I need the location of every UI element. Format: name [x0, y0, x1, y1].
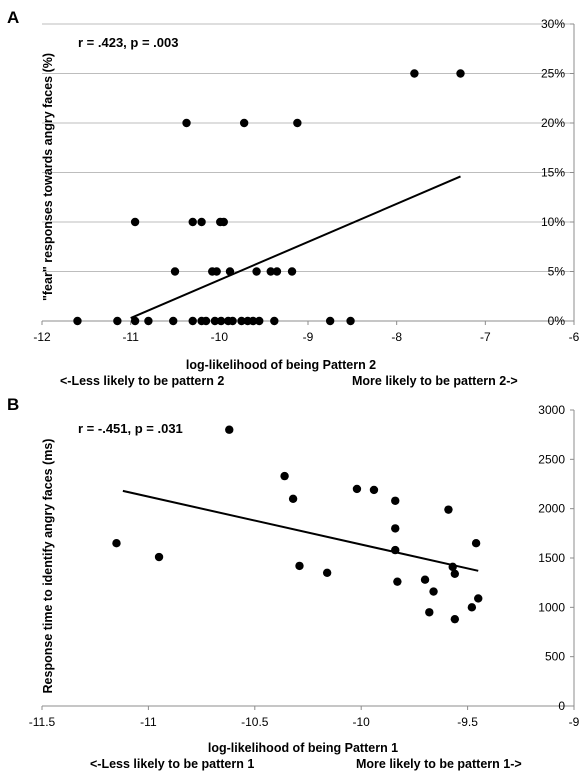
panel-a-data-point — [197, 217, 206, 227]
panel-a-x-tick-label: -12 — [33, 330, 51, 344]
panel-a-x-tick-label: -9 — [303, 330, 314, 344]
panel-b-data-point — [448, 562, 457, 572]
panel-a-x-axis-left-note: <-Less likely to be pattern 2 — [60, 374, 224, 388]
panel-b-y-tick-label: 2500 — [538, 452, 565, 466]
panel-b-data-point — [322, 568, 332, 577]
panel-a-data-point — [210, 316, 220, 326]
panel-b-data-point — [391, 524, 400, 533]
panel-b-data-point — [393, 577, 402, 586]
panel-b-data-point — [295, 561, 304, 571]
panel-a-data-point — [270, 316, 279, 326]
panel-a: A 0%5%10%15%20%25%30% -12 -11 -10 -9 -8 -7 -6 … — [7, 8, 580, 388]
panel-a-y-tick-label: 10% — [541, 215, 565, 229]
panel-a-data-point — [239, 118, 249, 128]
panel-a-x-tick-label: -11 — [122, 330, 139, 344]
panel-a-data-point — [188, 316, 197, 326]
panel-a-data-point — [170, 267, 180, 276]
panel-a-data-point — [73, 316, 82, 326]
panel-a-data-point — [144, 316, 153, 326]
panel-b-data-point — [154, 552, 164, 562]
panel-b-data-point — [444, 505, 453, 514]
panel-b-trendline — [122, 489, 479, 572]
panel-a-data-point — [456, 69, 465, 78]
panel-b-y-tick-label: 0 — [558, 699, 565, 713]
panel-b-data-point — [391, 496, 400, 505]
panel-a-x-tick-label: -7 — [480, 330, 491, 344]
panel-a-data-point — [293, 118, 302, 128]
panel-a-trendline — [130, 175, 461, 319]
panel-a-data-point — [255, 316, 264, 326]
panel-a-data-point — [216, 316, 226, 326]
panel-a-x-tick-label: -8 — [391, 330, 402, 344]
panel-a-x-axis-right-note: More likely to be pattern 2-> — [352, 374, 518, 388]
panel-a-data-point — [225, 267, 235, 276]
panel-a-data-point — [266, 267, 275, 276]
panel-b-y-tick-label: 1000 — [538, 600, 565, 614]
panel-b-x-tick-label: -11 — [140, 715, 157, 729]
panel-a-data-point — [130, 316, 140, 326]
panel-a-data-point — [113, 316, 122, 326]
panel-b-data-point — [288, 494, 298, 503]
panel-a-data-point — [272, 267, 282, 276]
panel-b-letter: B — [7, 395, 19, 414]
panel-b-data-point — [450, 569, 460, 578]
panel-a-data-point — [201, 316, 211, 326]
panel-b-data-point — [369, 485, 379, 495]
panel-b-y-tick-label: 3000 — [538, 403, 565, 417]
panel-b-data-point — [450, 614, 460, 624]
panel-a-data-point — [410, 69, 419, 78]
panel-a-x-tick-label: -6 — [569, 330, 580, 344]
panel-a-data-point — [212, 267, 221, 276]
panel-b-y-tick-label: 2000 — [538, 502, 565, 516]
panel-a-data-point — [219, 217, 228, 227]
panel-a-data-point — [188, 217, 197, 227]
panel-b-y-axis-label: Response time to identify angry faces (m… — [41, 439, 55, 694]
panel-b-data-point — [225, 425, 234, 434]
panel-b-x-tick-label: -9.5 — [457, 715, 478, 729]
panel-a-y-tick-label: 5% — [548, 265, 566, 279]
panel-b-x-axis-right-note: More likely to be pattern 1-> — [356, 757, 522, 771]
panel-a-y-tick-label: 20% — [541, 116, 565, 130]
panel-b-data-point — [352, 484, 362, 494]
panel-b-x-tick-label: -9 — [569, 715, 580, 729]
panel-b-x-tick-label: -10.5 — [241, 715, 269, 729]
panel-a-data-point — [252, 267, 261, 276]
panel-a-y-tick-label: 30% — [541, 17, 565, 31]
panel-a-data-point — [228, 316, 237, 326]
panel-b-data-point — [429, 587, 438, 596]
panel-a-data-point — [248, 316, 258, 326]
panel-b-y-tick-label: 500 — [545, 650, 565, 664]
panel-b-data-point — [420, 575, 430, 584]
panel-a-y-axis-label: "fear" responses towards angry faces (%) — [41, 53, 55, 301]
panel-b-data-point — [467, 603, 477, 612]
panel-a-data-point — [325, 316, 335, 326]
panel-a-x-tick-label: -10 — [211, 330, 229, 344]
panel-b-data-point — [391, 545, 400, 555]
panel-a-y-tick-label: 0% — [548, 314, 566, 328]
panel-b-x-axis-left-note: <-Less likely to be pattern 1 — [90, 757, 254, 771]
panel-b-x-tick-label: -11.5 — [29, 715, 56, 729]
panel-b-data-point — [471, 539, 481, 548]
panel-a-data-point — [130, 217, 140, 227]
panel-b-x-tick-label: -10 — [353, 715, 371, 729]
panel-a-y-tick-label: 15% — [541, 166, 565, 180]
panel-b-data-point — [474, 594, 483, 603]
panel-b-data-point — [280, 471, 289, 481]
panel-a-stat-annotation: r = .423, p = .003 — [78, 35, 178, 50]
panel-a-data-point — [169, 316, 178, 326]
panel-a-data-point — [287, 267, 297, 276]
panel-a-data-point — [182, 118, 191, 128]
panel-a-y-tick-label: 25% — [541, 67, 565, 81]
panel-b-stat-annotation: r = -.451, p = .031 — [78, 421, 183, 436]
panel-a-data-point — [237, 316, 246, 326]
panel-a-letter: A — [7, 8, 19, 27]
panel-b-y-tick-label: 1500 — [538, 551, 565, 565]
panel-a-data-point — [346, 316, 355, 326]
panel-a-x-axis-label: log-likelihood of being Pattern 2 — [186, 358, 376, 372]
panel-b-x-axis-label: log-likelihood of being Pattern 1 — [208, 741, 398, 755]
panel-b-data-point — [112, 539, 121, 548]
panel-b: B 0 500 1000 1500 2000 2500 3000 -11.5 -11 -10.5… — [7, 395, 580, 771]
panel-b-data-point — [425, 608, 434, 617]
